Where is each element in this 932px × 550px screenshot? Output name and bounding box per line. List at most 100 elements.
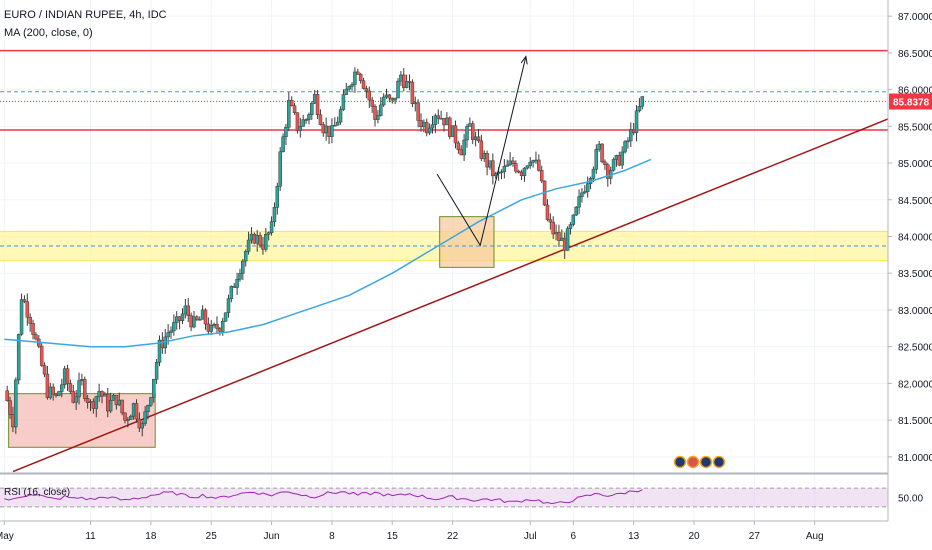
- candle-body: [292, 105, 297, 113]
- candle-body: [344, 88, 349, 95]
- candle-body: [14, 379, 18, 428]
- candle-body: [100, 391, 104, 397]
- candle-body: [192, 316, 196, 328]
- candle-body: [413, 102, 418, 105]
- candle-body: [134, 403, 139, 420]
- ma-legend[interactable]: MA (200, close, 0): [4, 27, 93, 39]
- event-icon-2: [686, 455, 700, 469]
- candle-body: [249, 233, 254, 241]
- candle-body: [634, 110, 639, 134]
- candle-body: [129, 415, 133, 420]
- time-tick-label: 15: [387, 531, 399, 542]
- candle-body: [232, 286, 236, 288]
- candle-body: [123, 412, 127, 421]
- candle-body: [252, 233, 257, 244]
- candle-body: [491, 160, 495, 177]
- candle-body: [447, 117, 452, 137]
- candle-body: [333, 124, 337, 127]
- rsi-legend[interactable]: RSI (16, close): [4, 487, 71, 498]
- price-tick-label: 81.5000: [898, 416, 932, 427]
- candle-body: [258, 235, 262, 246]
- price-tick-label: 87.0000: [898, 12, 932, 23]
- candle-body: [629, 129, 633, 142]
- candle-body: [404, 81, 409, 88]
- candle-body: [241, 260, 245, 274]
- candle-body: [470, 123, 475, 140]
- candle-body: [335, 121, 340, 126]
- candle-body: [197, 319, 202, 321]
- candle-body: [16, 334, 21, 381]
- candle-body: [54, 393, 58, 396]
- candle-body: [597, 143, 601, 150]
- candle-body: [281, 136, 285, 153]
- price-tick-label: 82.0000: [898, 379, 932, 390]
- candle-body: [287, 99, 291, 128]
- time-tick-label: 11: [85, 531, 96, 542]
- candle-body: [60, 384, 64, 392]
- candle-body: [11, 414, 15, 428]
- candle-body: [83, 379, 87, 399]
- candle-body: [77, 380, 81, 398]
- candle-body: [218, 328, 222, 332]
- candle-body: [238, 273, 242, 280]
- candle-body: [617, 155, 622, 166]
- candle-body: [585, 183, 590, 192]
- candle-body: [623, 141, 627, 153]
- candle-body: [74, 396, 78, 403]
- candle-body: [539, 170, 544, 182]
- candle-body: [289, 99, 294, 107]
- candle-body: [519, 171, 524, 177]
- candle-body: [266, 232, 271, 235]
- candle-body: [140, 423, 145, 429]
- candle-body: [416, 102, 420, 121]
- candle-body: [212, 323, 216, 326]
- candle-body: [88, 401, 93, 403]
- candle-body: [442, 117, 446, 126]
- symbol-title[interactable]: EURO / INDIAN RUPEE, 4h, IDC: [4, 9, 167, 21]
- candle-body: [149, 397, 153, 406]
- time-tick-label: 20: [688, 531, 700, 542]
- candle-body: [626, 140, 630, 143]
- price-tick-label: 85.5000: [898, 122, 932, 133]
- candle-body: [373, 106, 377, 120]
- candle-body: [439, 117, 443, 120]
- candle-body: [381, 96, 386, 106]
- time-tick-label: Jul: [524, 531, 537, 542]
- candle-body: [220, 321, 225, 332]
- candle-body: [160, 339, 165, 349]
- candle-body: [571, 214, 576, 225]
- candle-body: [407, 81, 412, 83]
- candle-body: [387, 94, 392, 99]
- candle-body: [206, 323, 211, 332]
- price-tick-label: 86.0000: [898, 86, 932, 97]
- candle-body: [68, 383, 73, 392]
- rsi-tick-label: 50.00: [898, 494, 923, 505]
- rectangle-box-1: [8, 393, 156, 448]
- candle-body: [19, 299, 24, 335]
- candle-body: [430, 124, 435, 129]
- candle-body: [347, 86, 351, 90]
- candle-body: [327, 125, 331, 137]
- candle-body: [591, 168, 596, 179]
- candle-body: [450, 125, 455, 137]
- candle-body: [574, 206, 578, 216]
- candle-body: [462, 139, 466, 156]
- candle-body: [189, 315, 193, 328]
- candle-body: [48, 386, 53, 398]
- candle-body: [330, 125, 334, 137]
- candle-body: [154, 362, 159, 380]
- candle-body: [376, 115, 380, 120]
- candle-body: [565, 228, 570, 251]
- candle-body: [200, 309, 205, 320]
- candle-body: [505, 164, 509, 167]
- candle-body: [209, 325, 213, 332]
- price-tick-label: 84.5000: [898, 196, 932, 207]
- candle-body: [577, 196, 581, 208]
- candle-body: [146, 405, 150, 412]
- candle-body: [557, 232, 561, 241]
- candle-body: [269, 221, 274, 233]
- rsi-line: [4, 489, 643, 505]
- candle-body: [410, 81, 415, 105]
- candle-body: [255, 235, 259, 244]
